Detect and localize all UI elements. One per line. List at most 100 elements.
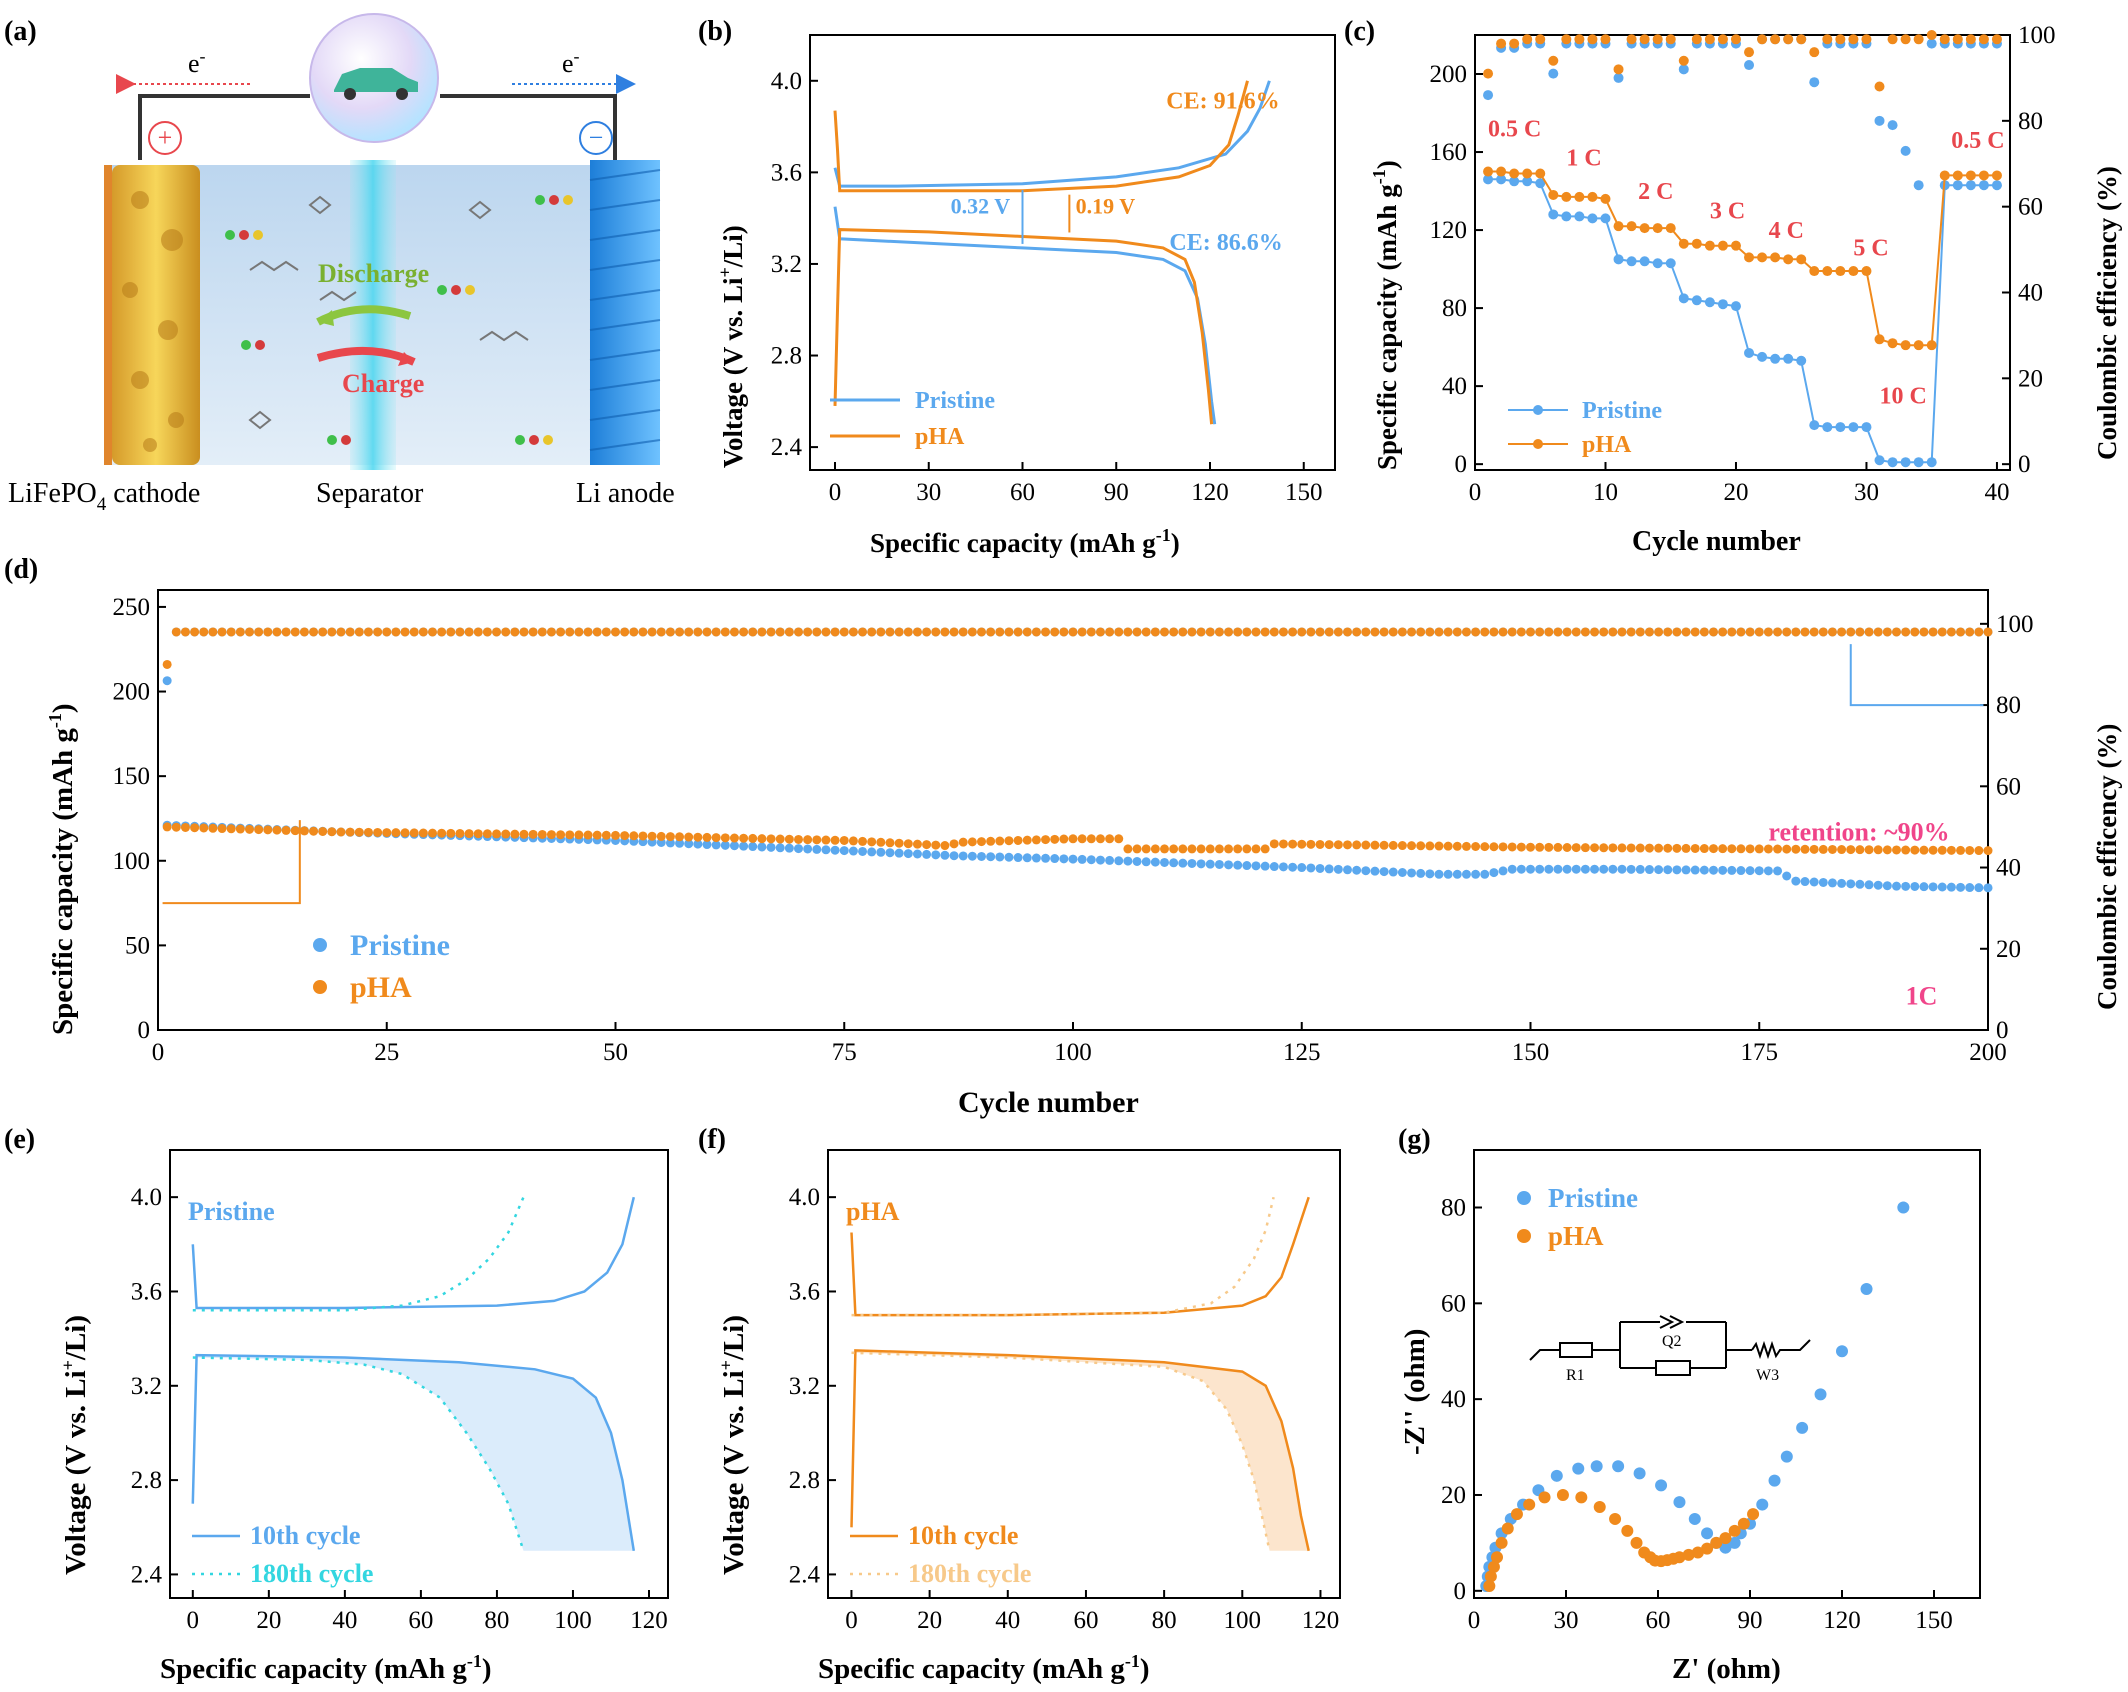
lifepo4-cathode [112, 165, 200, 465]
capacity-point-pHA [1757, 252, 1768, 263]
capacity-point-Pristine [1522, 176, 1533, 187]
capacity-point-Pristine [1516, 864, 1526, 874]
x-axis-title-end: ) [1140, 1653, 1150, 1685]
ce-point-pHA [446, 627, 456, 637]
ce-point-pHA [803, 627, 813, 637]
x-tick-label: 100 [1224, 1607, 1262, 1634]
ce-point-pHA [492, 627, 502, 637]
capacity-point-Pristine [794, 844, 803, 854]
capacity-point-Pristine [1644, 865, 1654, 875]
y2-tick-label: 20 [1996, 936, 2021, 963]
capacity-point-Pristine [912, 849, 922, 859]
ce-point-pHA [171, 627, 181, 637]
ce-point-pHA [1791, 627, 1801, 637]
capacity-point-Pristine [1580, 864, 1590, 874]
capacity-point-Pristine [1370, 866, 1380, 876]
ce-point-pHA [1600, 34, 1611, 45]
point-pHA [1501, 1522, 1514, 1535]
point-pHA [1682, 1548, 1695, 1561]
ce-point-pHA [1150, 627, 1160, 637]
ce-point-pHA [1678, 55, 1689, 66]
legend-label-10th cycle: 10th cycle [908, 1521, 1018, 1550]
capacity-point-pHA [1333, 840, 1343, 850]
capacity-point-Pristine [1535, 178, 1546, 189]
capacity-point-pHA [675, 832, 685, 842]
point-pHA [1719, 1532, 1732, 1545]
point-Pristine [1633, 1467, 1646, 1480]
ce-point-pHA [1571, 627, 1581, 637]
x-axis-title: Z' (ohm) [1672, 1653, 1781, 1685]
ce-point-pHA [1690, 627, 1700, 637]
x-tick-label: 120 [1191, 479, 1229, 506]
capacity-point-pHA [1443, 841, 1453, 851]
y-tick-label: 60 [1441, 1290, 1466, 1317]
ce-point-pHA [1169, 627, 1179, 637]
capacity-point-Pristine [1315, 863, 1325, 873]
x-axis-title-sup: -1 [1156, 525, 1171, 545]
ce-point-pHA [1613, 64, 1624, 75]
chart-b-voltage-profiles: 0 30 60 90 120 150 2.4 2.8 3.2 3.6 4.0 0.32 V 0.19 V… [715, 34, 1336, 558]
capacity-point-Pristine [1608, 864, 1618, 874]
negative-sign: − [589, 123, 604, 152]
rate-label: 4 C [1769, 218, 1804, 244]
ce-point-pHA [482, 627, 492, 637]
x-axis-title: Specific capacity (mAh g-1) [160, 1651, 492, 1685]
capacity-point-Pristine [1407, 868, 1417, 878]
ce-point-pHA [1717, 34, 1728, 45]
capacity-point-Pristine [1489, 868, 1499, 878]
x-tick-label: 100 [554, 1607, 592, 1634]
ce-point-pHA [1407, 627, 1417, 637]
tfsi-molecules [225, 195, 573, 445]
ce-point-pHA [1580, 627, 1590, 637]
y-tick-label: 20 [1441, 1482, 1466, 1509]
ce-point-pHA [1483, 68, 1494, 79]
chart-c-rate-performance: 0 10 20 30 40 0 40 80 120 160 200 0 20 40 60 80 100 0.5 C… [1369, 22, 2122, 557]
y-axis-title-end: ) [47, 703, 79, 713]
capacity-point-pHA [1635, 843, 1645, 853]
capacity-point-pHA [949, 839, 959, 849]
capacity-point-pHA [1770, 252, 1781, 263]
capacity-point-Pristine [1818, 877, 1828, 887]
capacity-point-Pristine [1095, 855, 1105, 865]
capacity-point-pHA [1416, 841, 1426, 851]
capacity-point-pHA [592, 830, 602, 840]
capacity-point-Pristine [1635, 864, 1645, 874]
x-tick-label: 30 [1854, 479, 1879, 506]
ce-point-pHA [1196, 627, 1206, 637]
capacity-point-pHA [400, 828, 410, 838]
panel-series-title: Pristine [188, 1197, 275, 1226]
resistor-q2 [1655, 1360, 1691, 1376]
capacity-point-pHA [1835, 266, 1846, 277]
ce-point-pHA [1251, 627, 1261, 637]
ce-point-pHA [1782, 627, 1792, 637]
capacity-point-pHA [1535, 842, 1545, 852]
series-pHA-charge-line [833, 80, 1249, 193]
y-tick-label: 4.0 [789, 1184, 820, 1211]
ce-point-pHA [382, 627, 392, 637]
capacity-point-Pristine [1773, 866, 1783, 876]
point-pHA [1747, 1508, 1760, 1521]
capacity-point-pHA [1974, 846, 1984, 856]
capacity-point-Pristine [729, 841, 739, 851]
ce-point-pHA [1526, 627, 1535, 637]
ce-point-pHA [1022, 627, 1032, 637]
capacity-point-Pristine [1114, 856, 1124, 866]
capacity-point-Pristine [931, 850, 941, 860]
y-tick-label: 2.4 [771, 434, 803, 461]
ce-point-pHA [217, 627, 227, 637]
capacity-point-pHA [281, 825, 291, 835]
capacity-point-Pristine [940, 850, 950, 860]
capacity-point-pHA [482, 829, 492, 839]
capacity-point-Pristine [1561, 211, 1572, 222]
y-axis-title: Voltage (V vs. Li+/Li) [715, 225, 748, 468]
capacity-point-pHA [1864, 845, 1874, 855]
capacity-point-pHA [1887, 338, 1898, 349]
ce-point-pHA [684, 627, 694, 637]
y2-tick-label: 40 [2018, 279, 2043, 306]
legend-marker-Pristine [1517, 1191, 1531, 1205]
capacity-point-pHA [1699, 844, 1709, 854]
ce-point-pHA [1873, 627, 1883, 637]
capacity-point-Pristine [1278, 862, 1288, 872]
ce-point-pHA [583, 627, 593, 637]
capacity-point-pHA [190, 823, 200, 833]
